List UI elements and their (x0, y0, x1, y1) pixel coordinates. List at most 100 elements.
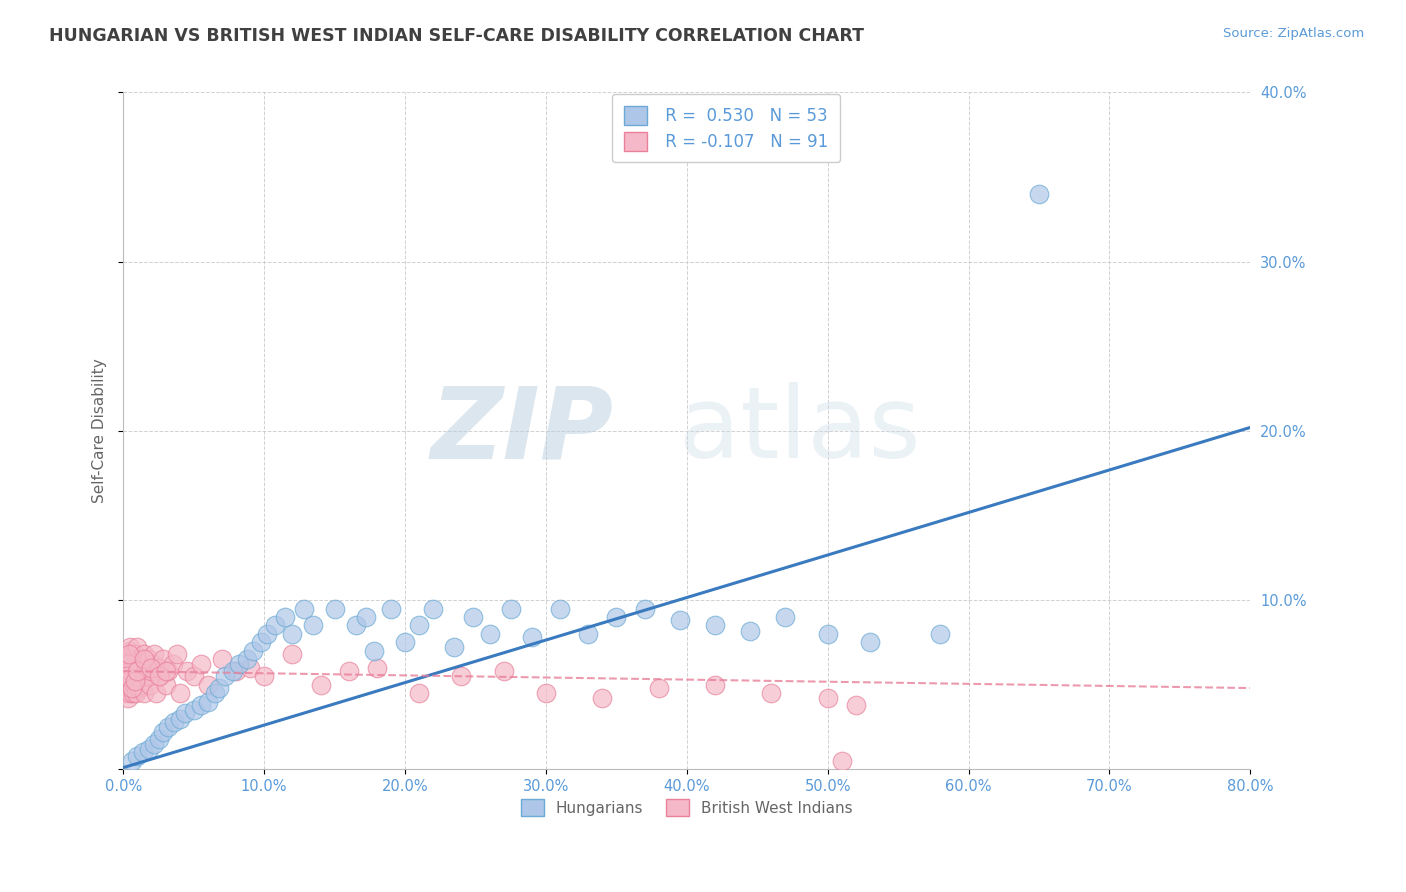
Point (323, 601, 346, 615)
Point (148, 731, 170, 746)
Point (122, 664, 145, 678)
Point (408, 686, 430, 700)
Point (183, 669, 205, 683)
Point (520, 630, 543, 644)
Point (775, 610, 797, 624)
Point (118, 647, 141, 661)
Point (929, 627, 952, 641)
Point (394, 635, 416, 649)
Point (139, 678, 162, 692)
Point (169, 712, 191, 726)
Point (118, 644, 141, 658)
Point (114, 661, 136, 675)
Point (176, 664, 198, 678)
Point (127, 664, 149, 678)
Point (204, 686, 226, 700)
Point (114, 681, 136, 695)
Point (120, 669, 142, 683)
Point (134, 647, 156, 661)
Point (121, 674, 143, 689)
Point (344, 618, 367, 632)
Point (264, 618, 287, 632)
Point (845, 698, 868, 712)
Point (127, 652, 149, 666)
Point (148, 661, 170, 675)
Point (166, 647, 188, 661)
Point (114, 669, 136, 683)
Point (134, 686, 156, 700)
Point (118, 681, 141, 695)
Point (817, 691, 839, 706)
Point (197, 695, 219, 709)
Point (668, 613, 690, 627)
Point (152, 652, 174, 666)
Point (149, 669, 172, 683)
Point (120, 664, 142, 678)
Point (302, 618, 325, 632)
Point (225, 664, 247, 678)
Point (125, 669, 148, 683)
Y-axis label: Self-Care Disability: Self-Care Disability (93, 359, 107, 503)
Point (548, 601, 571, 615)
Legend: Hungarians, British West Indians: Hungarians, British West Indians (515, 793, 859, 822)
Text: Source: ZipAtlas.com: Source: ZipAtlas.com (1223, 27, 1364, 40)
Point (128, 681, 150, 695)
Point (143, 737, 166, 751)
Point (129, 669, 152, 683)
Point (118, 661, 141, 675)
Point (450, 669, 472, 683)
Point (120, 640, 142, 655)
Point (190, 657, 212, 672)
Point (242, 644, 264, 658)
Point (148, 669, 170, 683)
Text: ZIP: ZIP (430, 383, 613, 479)
Point (408, 618, 430, 632)
Point (461, 610, 484, 624)
Point (591, 691, 613, 706)
Text: atlas: atlas (679, 383, 921, 479)
Point (131, 657, 153, 672)
Point (256, 627, 278, 641)
Point (124, 647, 146, 661)
Point (134, 652, 156, 666)
Point (576, 627, 599, 641)
Point (129, 652, 152, 666)
Point (114, 686, 136, 700)
Point (143, 647, 166, 661)
Point (122, 652, 145, 666)
Point (155, 664, 177, 678)
Point (132, 745, 155, 759)
Point (152, 725, 174, 739)
Point (761, 686, 783, 700)
Point (534, 686, 557, 700)
Point (145, 686, 167, 700)
Point (208, 681, 231, 695)
Point (478, 627, 501, 641)
Point (135, 669, 157, 683)
Point (292, 601, 315, 615)
Point (354, 610, 377, 624)
Point (363, 644, 385, 658)
Point (197, 678, 219, 692)
Point (633, 601, 655, 615)
Point (422, 601, 444, 615)
Point (366, 661, 388, 675)
Point (141, 664, 163, 678)
Point (704, 618, 727, 632)
Point (141, 661, 163, 675)
Point (281, 647, 304, 661)
Point (274, 610, 297, 624)
Point (309, 678, 332, 692)
Point (605, 610, 627, 624)
Point (127, 664, 149, 678)
Point (122, 686, 145, 700)
Point (121, 754, 143, 768)
Point (127, 748, 149, 763)
Point (142, 657, 165, 672)
Point (120, 686, 142, 700)
Point (117, 691, 139, 706)
Point (117, 664, 139, 678)
Point (121, 681, 143, 695)
Point (121, 647, 143, 661)
Point (169, 686, 191, 700)
